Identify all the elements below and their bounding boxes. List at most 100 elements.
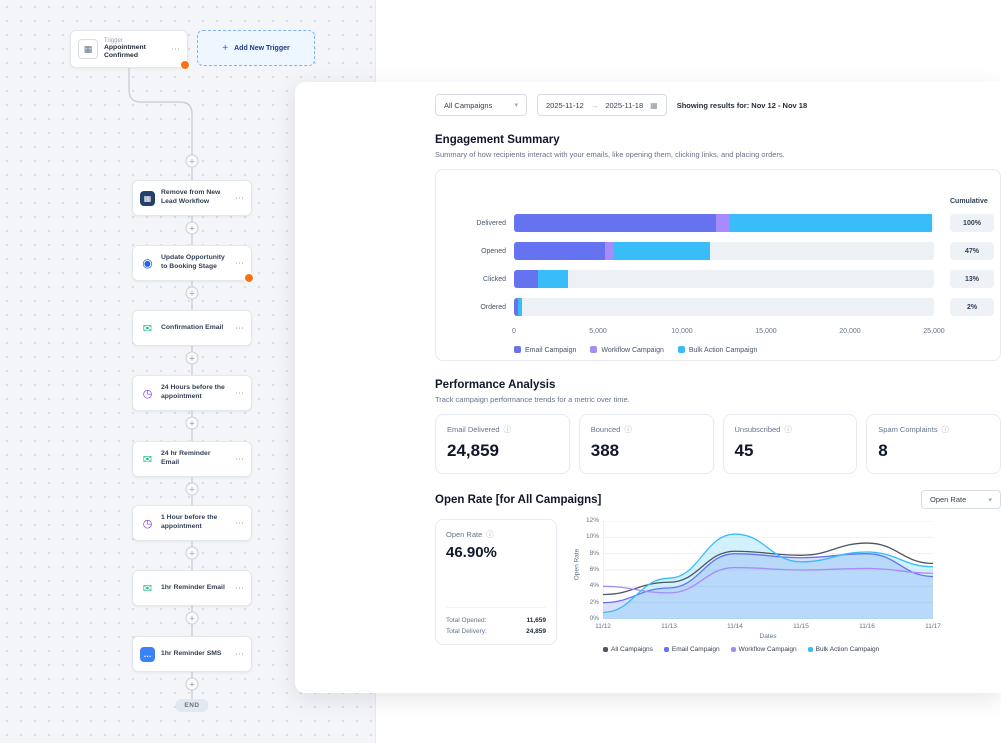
performance-analysis-subtitle: Track campaign performance trends for a … [435,395,630,404]
series-line [603,566,933,594]
open-rate-section: Open Rate ⓘ 46.90% Total Opened: 11,659 … [435,517,1001,659]
ellipsis-icon[interactable]: ⋯ [235,192,244,203]
trigger-node[interactable]: ▦ Trigger Appointment Confirmed ⋯ [70,30,190,70]
node-title: 24 hr Reminder Email [161,450,211,466]
calendar-icon: ▦ [650,100,658,110]
open-rate-title: Open Rate [for All Campaigns] [435,493,602,506]
stat-card-email-delivered[interactable]: Email Delivered ⓘ 24,859 [435,414,570,474]
engagement-chart-card: Delivered Opened Clicked Ordered 0 5,000 10,0… [435,169,1001,361]
bar-category-label: Delivered [476,219,506,227]
x-tick-label: 25,000 [923,328,945,335]
open-rate-summary-card: Open Rate ⓘ 46.90% Total Opened: 11,659 … [435,519,557,645]
add-step-button[interactable]: + [185,286,199,300]
engagement-x-axis: 0 5,000 10,000 15,000 20,000 25,000 [512,328,945,338]
clock-icon: ◷ [142,517,153,530]
x-tick-label: 5,000 [589,328,607,335]
ellipsis-icon[interactable]: ⋯ [171,43,180,54]
node-title: Confirmation Email [161,323,224,331]
stat-card-bounced[interactable]: Bounced ⓘ 388 [578,414,714,474]
bar-row: Ordered [444,298,934,316]
area-fill [603,534,933,619]
date-end-value: 2025-11-18 [605,100,644,110]
workflow-node-confirmation-email[interactable]: ✉ Confirmation Email ⋯ [132,310,252,346]
x-tick-label: 11/17 [925,623,941,630]
stat-card-unsubscribed[interactable]: Unsubscribed ⓘ 45 [722,414,858,474]
add-step-button[interactable]: + [185,351,199,365]
y-tick-label: 4% [589,582,599,590]
analytics-panel: All Campaigns ▾ 2025-11-12 → 2025-11-18 … [295,82,1001,693]
x-tick-label: 11/12 [595,623,611,630]
cumulative-value: 2% [950,298,994,316]
info-icon: ⓘ [486,530,494,539]
ellipsis-icon[interactable]: ⋯ [235,387,244,398]
total-opened-label: Total Opened: [446,617,487,624]
ellipsis-icon[interactable]: ⋯ [235,648,244,659]
add-step-button[interactable]: + [185,482,199,496]
x-axis-label: Dates [759,633,777,640]
add-step-button[interactable]: + [185,221,199,235]
workflow-node-1hr-reminder-sms[interactable]: … 1hr Reminder SMS ⋯ [132,636,252,672]
stat-value: 45 [734,441,754,460]
clock-icon: ◷ [142,387,153,400]
workflow-node-remove-from-workflow[interactable]: ▦ Remove from New Lead Workflow ⋯ [132,180,252,216]
legend-item: Workflow Campaign [590,346,664,354]
warning-badge [180,60,190,70]
open-rate-value: 46.90% [446,544,497,561]
bar-row: Delivered [444,214,934,232]
x-tick-label: 10,000 [671,328,693,335]
chevron-down-icon: ▾ [514,102,518,109]
info-icon: ⓘ [941,425,949,434]
legend-item: Workflow Campaign [730,646,797,653]
add-step-button[interactable]: + [185,154,199,168]
campaign-select[interactable]: All Campaigns ▾ [435,94,527,116]
ellipsis-icon[interactable]: ⋯ [235,257,244,268]
open-rate-chart: Open Rate 0% 2% 4% 6% 8% 10% 12% 11/12 11/13 11/… [569,517,989,659]
trigger-text: Trigger Appointment Confirmed [104,38,165,61]
workflow-node-24hr-reminder-email[interactable]: ✉ 24 hr Reminder Email ⋯ [132,441,252,477]
y-tick-label: 10% [585,533,599,541]
bar-category-label: Ordered [480,303,506,311]
bar-segment [537,270,569,288]
x-tick-label: 11/16 [859,623,875,630]
total-opened-value: 11,659 [526,617,546,624]
engagement-summary-title: Engagement Summary [435,134,560,146]
cumulative-value: 13% [950,270,994,288]
series-line [603,553,933,604]
ellipsis-icon[interactable]: ⋯ [235,322,244,333]
stat-label: Bounced [590,425,621,434]
bar-segment [514,242,605,260]
ellipsis-icon[interactable]: ⋯ [235,517,244,528]
series-line [603,542,933,596]
bar-segment [729,214,932,232]
workflow-node-1hr-reminder-email[interactable]: ✉ 1hr Reminder Email ⋯ [132,570,252,606]
engagement-legend: Email Campaign Workflow Campaign Bulk Acti… [514,346,757,354]
add-step-button[interactable]: + [185,677,199,691]
stat-card-spam-complaints[interactable]: Spam Complaints ⓘ 8 [866,414,1001,474]
warning-badge [244,273,254,283]
x-tick-label: 0 [512,328,516,335]
metric-select[interactable]: Open Rate ▾ [921,490,1001,509]
sms-icon: … [140,646,155,662]
workflow-node-update-opportunity[interactable]: ◉ Update Opportunity to Booking Stage ⋯ [132,245,254,283]
legend-item: Bulk Action Campaign [807,646,879,653]
workflow-end: END [175,699,209,712]
add-step-button[interactable]: + [185,546,199,560]
engagement-bars: Delivered Opened Clicked Ordered [444,214,934,326]
arrow-right-icon: → [590,100,599,110]
y-tick-label: 0% [589,615,599,622]
date-range-picker[interactable]: 2025-11-12 → 2025-11-18 ▦ [537,94,667,116]
campaign-select-value: All Campaigns [444,100,493,110]
open-rate-label: Open Rate [446,530,483,539]
add-step-button[interactable]: + [185,611,199,625]
add-step-button[interactable]: + [185,416,199,430]
results-summary: Showing results for: Nov 12 - Nov 18 [676,100,808,110]
add-new-trigger-button[interactable]: + Add New Trigger [197,30,315,66]
ellipsis-icon[interactable]: ⋯ [235,453,244,464]
stat-label: Unsubscribed [734,425,781,434]
cumulative-value: 47% [950,242,994,260]
workflow-node-wait-24-hours[interactable]: ◷ 24 Hours before the appointment ⋯ [132,375,252,411]
remove-workflow-icon: ▦ [140,190,155,206]
workflow-node-wait-1-hour[interactable]: ◷ 1 Hour before the appointment ⋯ [132,505,252,541]
total-delivery-label: Total Delivery: [446,628,487,635]
ellipsis-icon[interactable]: ⋯ [235,582,244,593]
